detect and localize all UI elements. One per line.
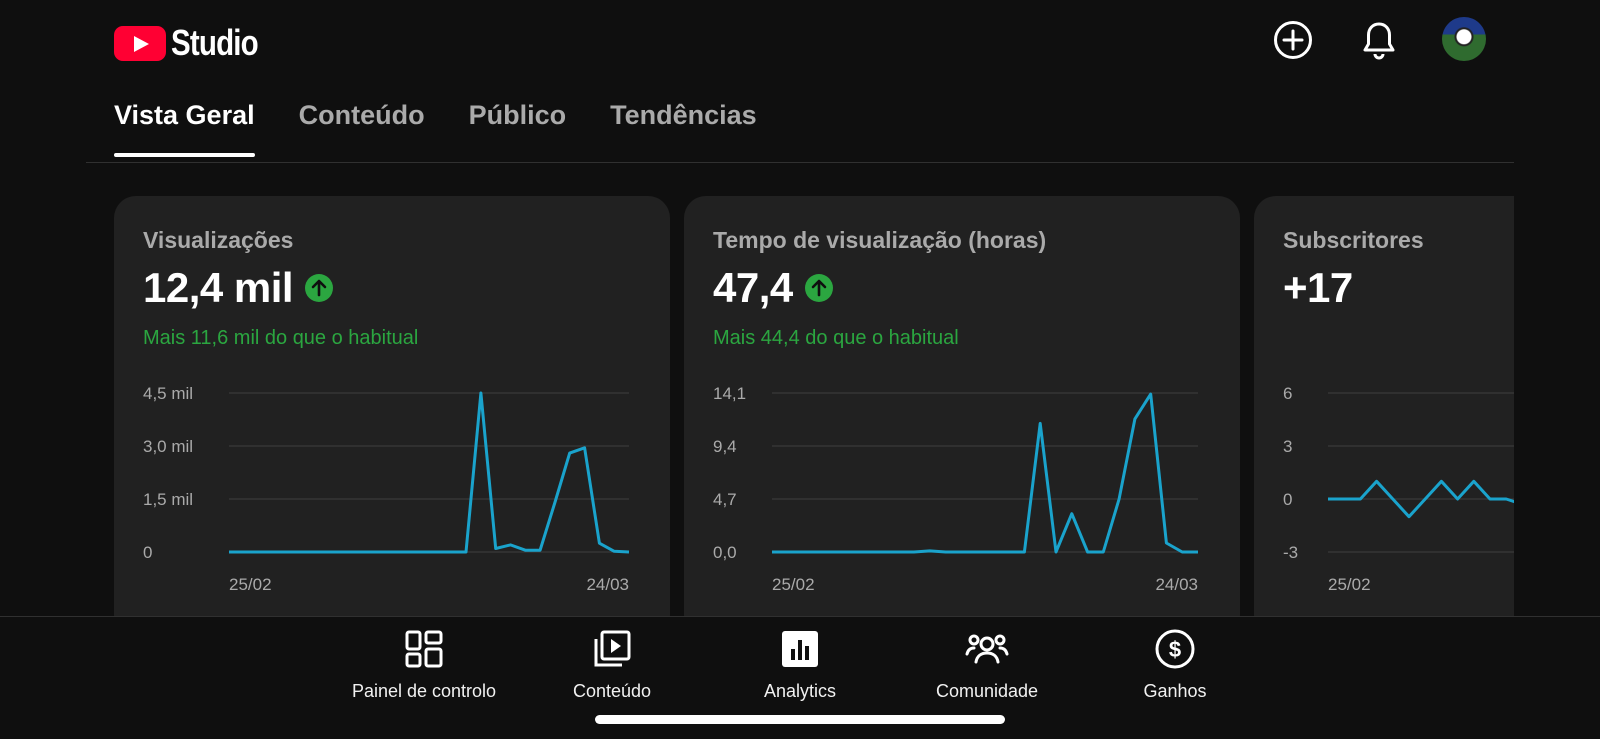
tabs-divider (86, 162, 1514, 163)
y-tick-label: 0 (1283, 490, 1292, 509)
card-value: +17 (1283, 264, 1353, 311)
y-tick-label: 4,7 (713, 490, 737, 509)
x-tick-label-start: 25/02 (772, 575, 815, 594)
analytics-icon (778, 627, 822, 671)
card-value: 12,4 mil (143, 264, 294, 311)
nav-ganhos[interactable]: $ Ganhos (1081, 627, 1269, 702)
y-tick-label: 6 (1283, 384, 1292, 403)
subscribers-card[interactable]: Subscritores +17 6 3 0 -3 25/02 (1254, 196, 1514, 616)
svg-text:$: $ (1169, 637, 1181, 662)
subscribers-chart: 6 3 0 -3 25/02 (1283, 384, 1514, 594)
nav-label: Comunidade (935, 681, 1039, 701)
dashboard-icon (402, 627, 446, 671)
card-title: Subscritores (1283, 227, 1424, 253)
community-icon (965, 627, 1009, 671)
nav-comunidade[interactable]: Comunidade (893, 627, 1081, 702)
views-chart: 4,5 mil 3,0 mil 1,5 mil 0 25/02 24/03 (143, 384, 630, 594)
y-tick-label: 0 (143, 543, 152, 562)
bell-icon[interactable] (1357, 18, 1401, 62)
youtube-studio-logo[interactable]: Studio (114, 22, 277, 64)
card-title: Visualizações (143, 227, 294, 253)
nav-label: Painel de controlo (351, 681, 497, 701)
youtube-play-icon (114, 25, 166, 61)
y-tick-label: -3 (1283, 543, 1298, 562)
trend-up-icon (804, 274, 833, 302)
bottom-nav-divider (0, 616, 1600, 617)
x-tick-label-end: 24/03 (1155, 575, 1198, 594)
nav-label: Analytics (763, 681, 837, 701)
card-title: Tempo de visualização (horas) (713, 227, 1047, 253)
y-tick-label: 3 (1283, 437, 1292, 456)
card-comparison: Mais 11,6 mil do que o habitual (143, 327, 419, 349)
content-icon (590, 627, 634, 671)
create-icon[interactable] (1271, 18, 1315, 62)
nav-analytics[interactable]: Analytics (706, 627, 894, 702)
trend-up-icon (305, 274, 334, 302)
top-app-bar: Studio (0, 0, 1600, 80)
watch-time-chart: 14,1 9,4 4,7 0,0 25/02 24/03 (713, 384, 1198, 594)
tab-publico[interactable]: Público (468, 100, 567, 130)
card-value: 47,4 (713, 264, 793, 311)
series-line (229, 391, 630, 554)
x-tick-label-end: 24/03 (586, 575, 629, 594)
series-line (1328, 479, 1514, 519)
tab-conteudo[interactable]: Conteúdo (298, 100, 425, 130)
x-tick-label-start: 25/02 (1328, 575, 1371, 594)
nav-conteudo[interactable]: Conteúdo (518, 627, 706, 702)
nav-label: Conteúdo (572, 681, 652, 701)
tab-bar: Vista Geral Conteúdo Público Tendências (114, 100, 757, 157)
y-tick-label: 0,0 (713, 543, 737, 562)
series-line (772, 392, 1198, 554)
y-tick-label: 1,5 mil (143, 490, 193, 509)
y-tick-label: 14,1 (713, 384, 746, 403)
y-tick-label: 4,5 mil (143, 384, 193, 403)
y-tick-label: 9,4 (713, 437, 737, 456)
tab-tendencias[interactable]: Tendências (610, 100, 757, 130)
views-card[interactable]: Visualizações 12,4 mil Mais 11,6 mil do … (114, 196, 670, 616)
y-tick-label: 3,0 mil (143, 437, 193, 456)
brand-text: Studio (171, 22, 259, 63)
tab-vista-geral[interactable]: Vista Geral (114, 100, 255, 157)
earnings-icon: $ (1153, 627, 1197, 671)
metric-cards-carousel[interactable]: Visualizações 12,4 mil Mais 11,6 mil do … (114, 196, 1514, 616)
home-indicator[interactable] (595, 715, 1005, 724)
nav-painel-de-controlo[interactable]: Painel de controlo (330, 627, 518, 702)
watch-time-card[interactable]: Tempo de visualização (horas) 47,4 Mais … (684, 196, 1240, 616)
x-tick-label-start: 25/02 (229, 575, 272, 594)
card-comparison: Mais 44,4 do que o habitual (713, 327, 959, 349)
avatar[interactable] (1442, 17, 1486, 61)
nav-label: Ganhos (1143, 681, 1207, 701)
